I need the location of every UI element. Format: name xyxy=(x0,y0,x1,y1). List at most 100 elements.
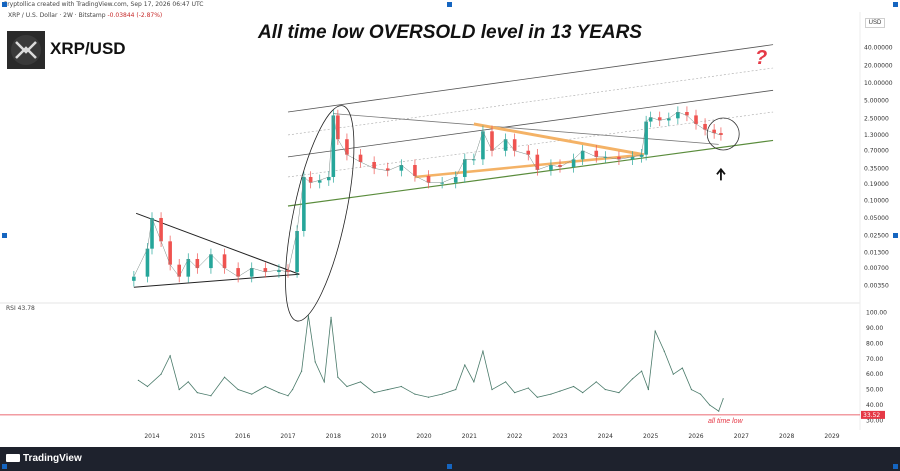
candle-body xyxy=(372,161,376,169)
price-tick-label: 0.00700 xyxy=(864,265,889,272)
year-tick-label: 2026 xyxy=(688,433,703,440)
resize-handle[interactable] xyxy=(2,464,7,469)
chart-title: All time low OVERSOLD level in 13 YEARS xyxy=(258,22,642,43)
rsi-point xyxy=(387,388,389,391)
rsi-tick-label: 60.00 xyxy=(866,371,883,378)
rsi-point xyxy=(251,393,253,395)
channel-mid-line xyxy=(287,89,774,158)
candle-body xyxy=(503,139,508,151)
candle-body xyxy=(236,268,240,277)
rsi-point xyxy=(573,385,575,388)
candle-body xyxy=(657,117,662,121)
price-tick-label: 0.01300 xyxy=(864,249,889,256)
rsi-point xyxy=(718,410,720,412)
candle-body xyxy=(603,156,608,158)
candle-body xyxy=(159,217,163,242)
price-tick-label: 0.35000 xyxy=(864,165,889,172)
candle-body xyxy=(132,276,136,281)
rsi-point xyxy=(709,404,711,406)
rsi-point xyxy=(647,388,650,391)
candle-body xyxy=(463,159,467,177)
price-tick-label: 2.50000 xyxy=(864,115,889,122)
candle-body xyxy=(685,112,689,116)
rsi-point xyxy=(323,381,325,383)
resize-handle[interactable] xyxy=(447,464,452,469)
rsi-point xyxy=(330,316,332,318)
candle-body xyxy=(195,258,200,269)
rsi-point xyxy=(681,367,684,369)
candle-body xyxy=(150,217,154,249)
resize-handle[interactable] xyxy=(447,2,452,7)
resize-handle[interactable] xyxy=(2,233,7,238)
year-tick-label: 2020 xyxy=(416,433,431,440)
candle-body xyxy=(490,131,494,151)
tradingview-label: TradingView xyxy=(23,453,82,464)
candle-body xyxy=(358,154,363,162)
rsi-point xyxy=(654,330,656,332)
resize-handle[interactable] xyxy=(893,2,898,7)
channel-support-line xyxy=(287,139,774,207)
candle-body xyxy=(481,131,485,160)
candle-body xyxy=(558,165,562,167)
year-tick-label: 2025 xyxy=(643,433,658,440)
candle-body xyxy=(472,159,476,161)
candle-body xyxy=(177,264,181,277)
orange-support-line xyxy=(414,153,644,179)
year-tick-label: 2023 xyxy=(552,433,567,440)
candle-body xyxy=(426,175,431,183)
tradingview-logo[interactable]: TradingView xyxy=(6,453,82,464)
rsi-point xyxy=(464,364,466,366)
candle-body xyxy=(263,268,268,273)
year-tick-label: 2019 xyxy=(371,433,386,440)
candle-body xyxy=(676,112,680,119)
rsi-point xyxy=(550,393,552,395)
year-tick-label: 2029 xyxy=(824,433,839,440)
chart-header: Cryptollica created with TradingView.com… xyxy=(3,1,204,8)
price-tick-label: 0.02500 xyxy=(864,233,889,240)
resize-handle[interactable] xyxy=(893,464,898,469)
year-tick-label: 2028 xyxy=(779,433,794,440)
candle-body xyxy=(336,115,340,140)
candle-body xyxy=(630,156,635,160)
resize-handle[interactable] xyxy=(2,2,7,7)
rsi-point xyxy=(473,381,475,383)
price-tick-label: 5.00000 xyxy=(864,98,889,105)
rsi-point xyxy=(514,392,516,394)
rsi-point xyxy=(559,390,561,392)
candle-body xyxy=(648,117,653,122)
breakout-ellipse xyxy=(285,105,355,322)
rsi-point xyxy=(196,392,198,394)
question-mark-annotation: ? xyxy=(755,47,768,69)
price-tick-label: 10.00000 xyxy=(864,80,893,87)
candle-body xyxy=(639,154,644,157)
candle-body xyxy=(580,150,585,160)
rsi-tick-label: 70.00 xyxy=(866,356,883,363)
triangle-upper-line xyxy=(135,212,300,275)
candle-body xyxy=(644,121,648,155)
currency-button[interactable]: USD xyxy=(865,18,885,28)
current-price-circle xyxy=(706,117,740,151)
candle-body xyxy=(345,139,349,155)
candle-body xyxy=(399,165,404,171)
price-change: -0.03844 (-2.87%) xyxy=(107,12,163,19)
candle-body xyxy=(667,118,671,121)
candle-body xyxy=(549,165,553,170)
rsi-point xyxy=(505,381,507,383)
rsi-point xyxy=(663,350,665,352)
year-tick-label: 2022 xyxy=(507,433,522,440)
candle-body xyxy=(712,129,716,134)
rsi-point xyxy=(631,378,634,380)
rsi-point xyxy=(536,396,538,398)
candle-body xyxy=(249,268,254,277)
rsi-legend: RSI 43.78 xyxy=(6,305,35,312)
candle-body xyxy=(440,182,444,184)
rsi-point xyxy=(604,388,606,391)
year-tick-label: 2021 xyxy=(462,433,477,440)
candle-body xyxy=(594,150,599,157)
rsi-point xyxy=(722,398,724,400)
candle-body xyxy=(209,254,213,269)
rsi-point xyxy=(455,388,457,391)
rsi-point xyxy=(699,393,702,395)
resize-handle[interactable] xyxy=(893,233,898,238)
